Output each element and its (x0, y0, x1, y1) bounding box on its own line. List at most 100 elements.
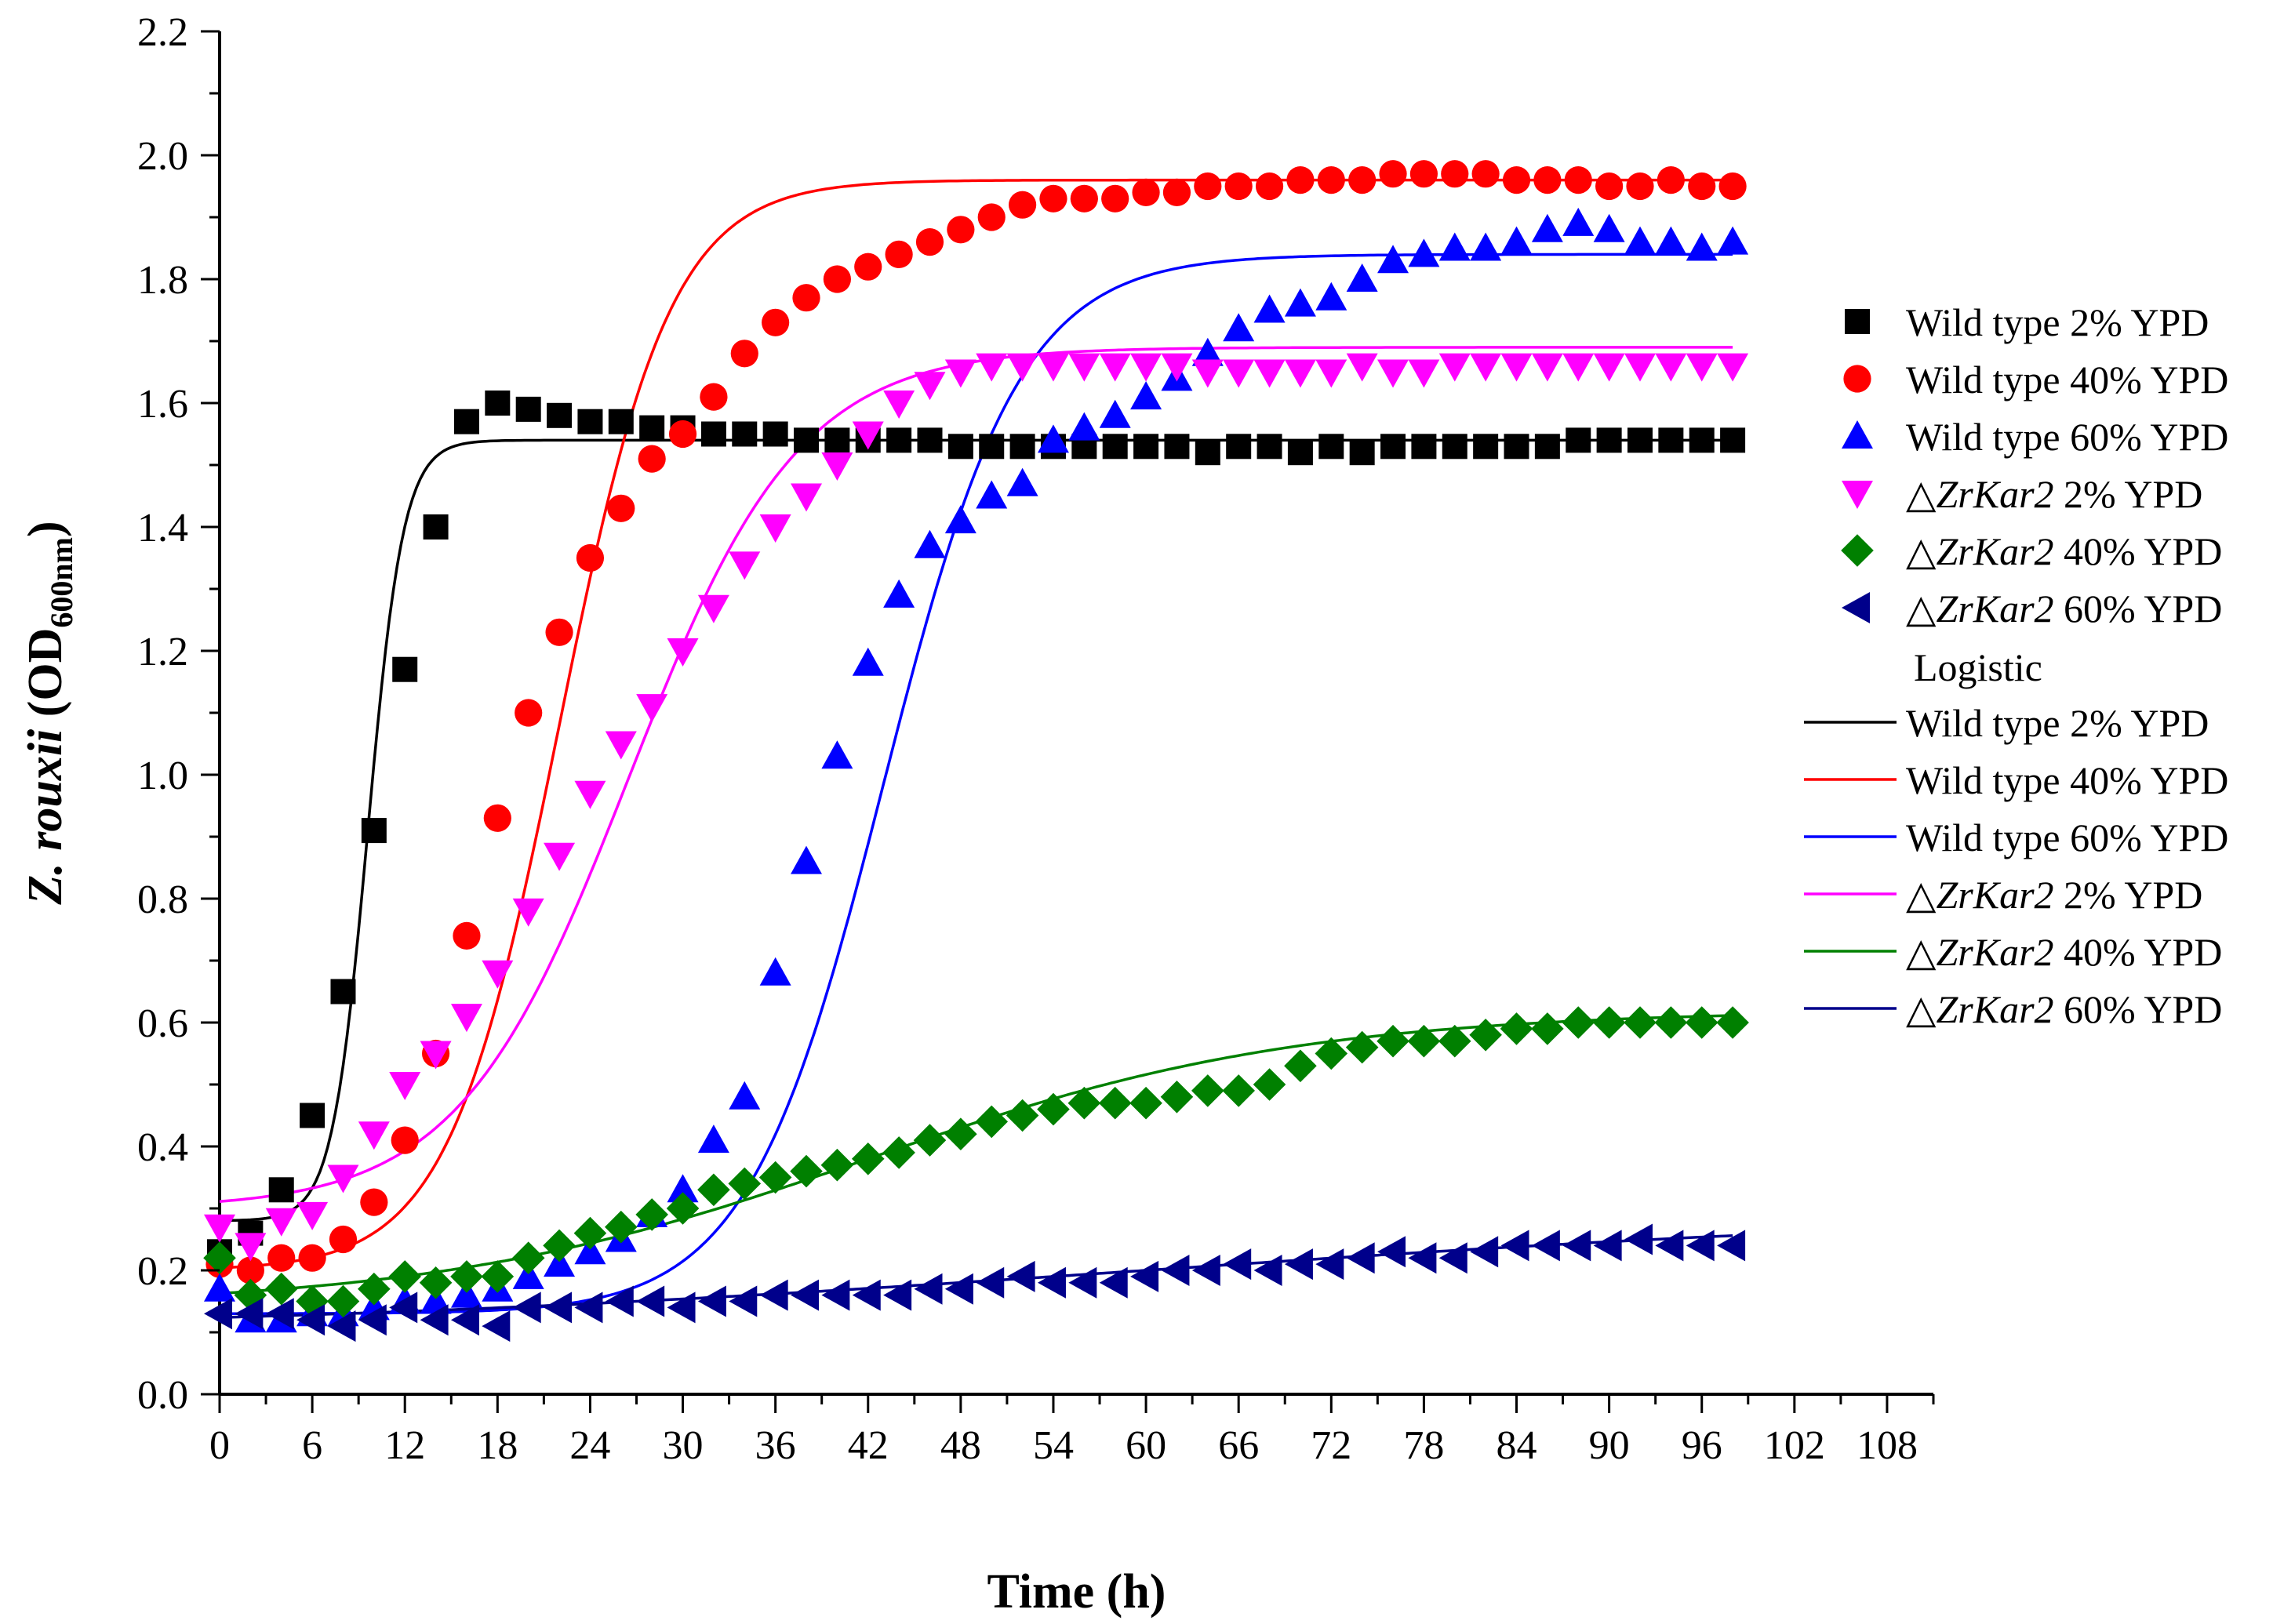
point-2-38 (1377, 245, 1409, 274)
legend-line-label-5-italic: △ZrKar2 (1906, 987, 2054, 1031)
point-2-33 (1223, 313, 1255, 342)
point-2-8 (450, 1279, 482, 1308)
point-4-39 (1407, 1024, 1441, 1058)
point-4-2 (264, 1272, 298, 1306)
y-tick-label-8: 1.6 (137, 382, 188, 427)
point-5-5 (358, 1304, 387, 1336)
point-3-27 (1037, 353, 1069, 382)
point-5-44 (1562, 1230, 1591, 1262)
point-4-6 (388, 1260, 422, 1293)
point-0-40 (1442, 434, 1467, 460)
point-0-6 (392, 656, 418, 682)
point-5-35 (1284, 1248, 1313, 1281)
point-0-8 (453, 409, 479, 434)
point-0-20 (824, 427, 850, 453)
legend-symbol-label-5-italic: △ZrKar2 (1906, 587, 2054, 630)
point-5-22 (883, 1279, 912, 1311)
legend-symbol-label-1-pre: Wild type (1906, 358, 2060, 401)
point-0-14 (639, 415, 665, 441)
point-2-43 (1531, 213, 1563, 242)
point-3-46 (1624, 353, 1656, 382)
point-3-13 (605, 731, 637, 760)
point-4-37 (1345, 1030, 1379, 1064)
point-0-24 (947, 434, 973, 460)
point-0-29 (1102, 434, 1128, 460)
point-3-24 (944, 359, 976, 388)
legend-symbol-label-1-post: 40% YPD (2060, 358, 2229, 401)
y-tick-label-4: 0.8 (137, 877, 188, 922)
point-5-37 (1346, 1242, 1375, 1274)
point-5-28 (1068, 1266, 1097, 1299)
fit-curves (219, 178, 1733, 1319)
point-1-20 (823, 265, 851, 293)
point-0-17 (732, 421, 758, 447)
point-5-27 (1037, 1266, 1066, 1299)
y-axis-title-close: ) (19, 521, 72, 537)
x-tick-label-9: 54 (1033, 1423, 1074, 1468)
point-5-12 (574, 1292, 603, 1324)
point-2-45 (1593, 213, 1625, 242)
x-tick-label-14: 84 (1497, 1423, 1537, 1468)
point-5-20 (821, 1279, 850, 1311)
point-4-43 (1531, 1012, 1564, 1045)
series-4 (203, 1006, 1749, 1318)
point-5-46 (1624, 1223, 1653, 1255)
x-tick-label-2: 12 (384, 1423, 425, 1468)
y-tick-label-0: 0.0 (137, 1373, 188, 1418)
x-tick-label-11: 66 (1218, 1423, 1259, 1468)
point-4-22 (882, 1136, 915, 1169)
legend-symbol-label-0-pre: Wild type (1906, 300, 2060, 344)
point-0-16 (700, 421, 726, 447)
point-4-17 (728, 1167, 762, 1201)
fit-curve-3 (219, 346, 1733, 1203)
point-0-38 (1380, 434, 1406, 460)
point-0-31 (1164, 434, 1190, 460)
point-1-34 (1255, 172, 1284, 201)
point-5-30 (1130, 1260, 1159, 1292)
legend-line-label-0: Wild type 2% YPD (1906, 701, 2209, 745)
point-1-37 (1348, 166, 1377, 194)
point-3-17 (729, 551, 761, 580)
point-1-26 (1009, 191, 1037, 219)
point-3-6 (389, 1072, 421, 1100)
point-0-34 (1257, 434, 1282, 460)
point-4-35 (1284, 1049, 1317, 1083)
point-3-29 (1099, 353, 1131, 382)
y-tick-label-11: 2.2 (137, 10, 188, 55)
point-1-23 (915, 228, 944, 256)
point-0-41 (1473, 434, 1499, 460)
point-5-39 (1408, 1242, 1437, 1274)
point-3-30 (1130, 353, 1162, 382)
point-4-28 (1067, 1086, 1101, 1120)
point-0-2 (268, 1177, 294, 1203)
x-tick-label-17: 102 (1764, 1423, 1825, 1468)
point-5-26 (1006, 1260, 1035, 1292)
x-tick-label-15: 90 (1589, 1423, 1630, 1468)
point-2-24 (944, 505, 976, 534)
point-3-12 (574, 780, 606, 809)
point-2-23 (914, 529, 946, 558)
legend-symbol-label-3-post: 2% YPD (2054, 472, 2203, 516)
point-2-37 (1346, 263, 1378, 292)
point-5-14 (636, 1285, 665, 1317)
point-3-37 (1346, 353, 1378, 382)
point-4-34 (1253, 1068, 1286, 1101)
point-3-10 (512, 898, 544, 927)
point-4-42 (1500, 1012, 1533, 1045)
series-3 (204, 353, 1749, 1262)
point-3-25 (976, 353, 1008, 382)
x-tick-label-0: 0 (209, 1423, 230, 1468)
point-5-1 (235, 1298, 264, 1330)
point-1-46 (1626, 172, 1654, 201)
point-0-49 (1720, 427, 1746, 453)
point-3-35 (1284, 359, 1316, 388)
legend-line-label-0-post: 2% YPD (2060, 701, 2209, 745)
point-3-45 (1593, 353, 1625, 382)
point-3-42 (1500, 353, 1533, 382)
series-5 (204, 1223, 1746, 1342)
point-3-47 (1655, 353, 1687, 382)
legend-marker-1 (1843, 365, 1871, 393)
y-tick-label-6: 1.2 (137, 630, 188, 674)
point-4-19 (790, 1154, 823, 1188)
x-tick-label-12: 72 (1311, 1423, 1351, 1468)
